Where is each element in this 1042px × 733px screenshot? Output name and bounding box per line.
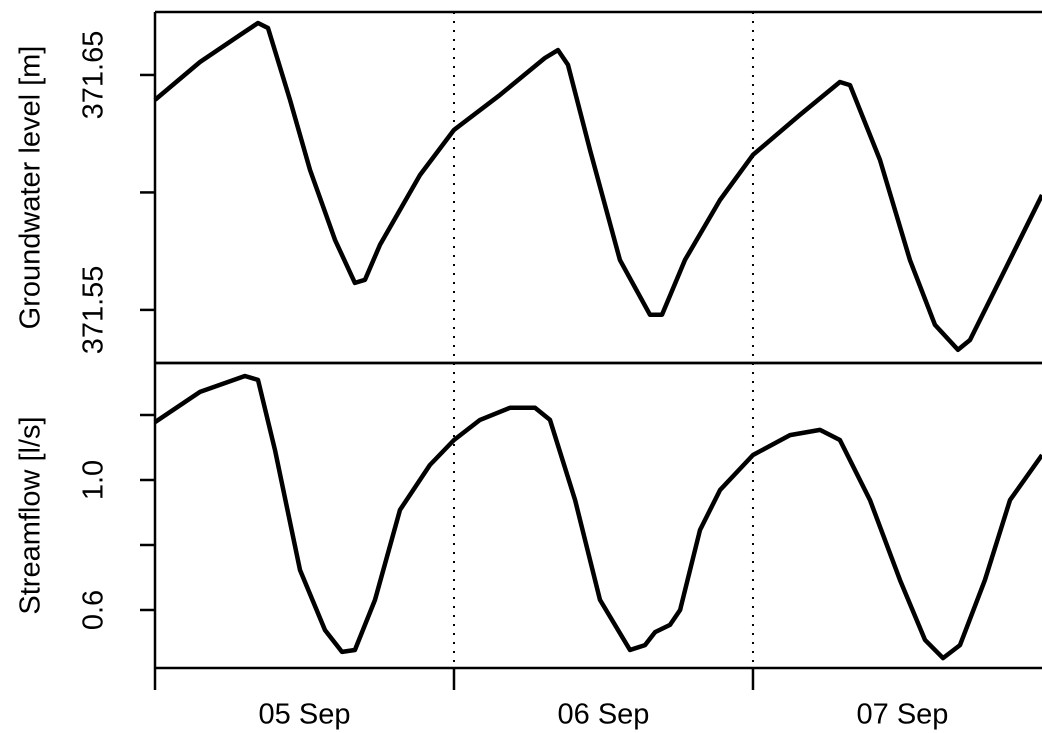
data-line xyxy=(153,20,1042,353)
y-axis-label: Streamflow [l/s] xyxy=(15,416,47,614)
y-tick-label: 1.0 xyxy=(78,460,110,500)
y-axis-label: Groundwater level [m] xyxy=(15,46,47,330)
y-tick-label: 371.65 xyxy=(78,31,110,120)
y-tick-label: 0.6 xyxy=(78,590,110,630)
data-line xyxy=(153,373,1042,661)
x-tick-label: 06 Sep xyxy=(558,699,650,731)
x-tick-label: 05 Sep xyxy=(259,699,351,731)
y-tick-label: 371.55 xyxy=(78,266,110,355)
x-tick-label: 07 Sep xyxy=(857,699,949,731)
